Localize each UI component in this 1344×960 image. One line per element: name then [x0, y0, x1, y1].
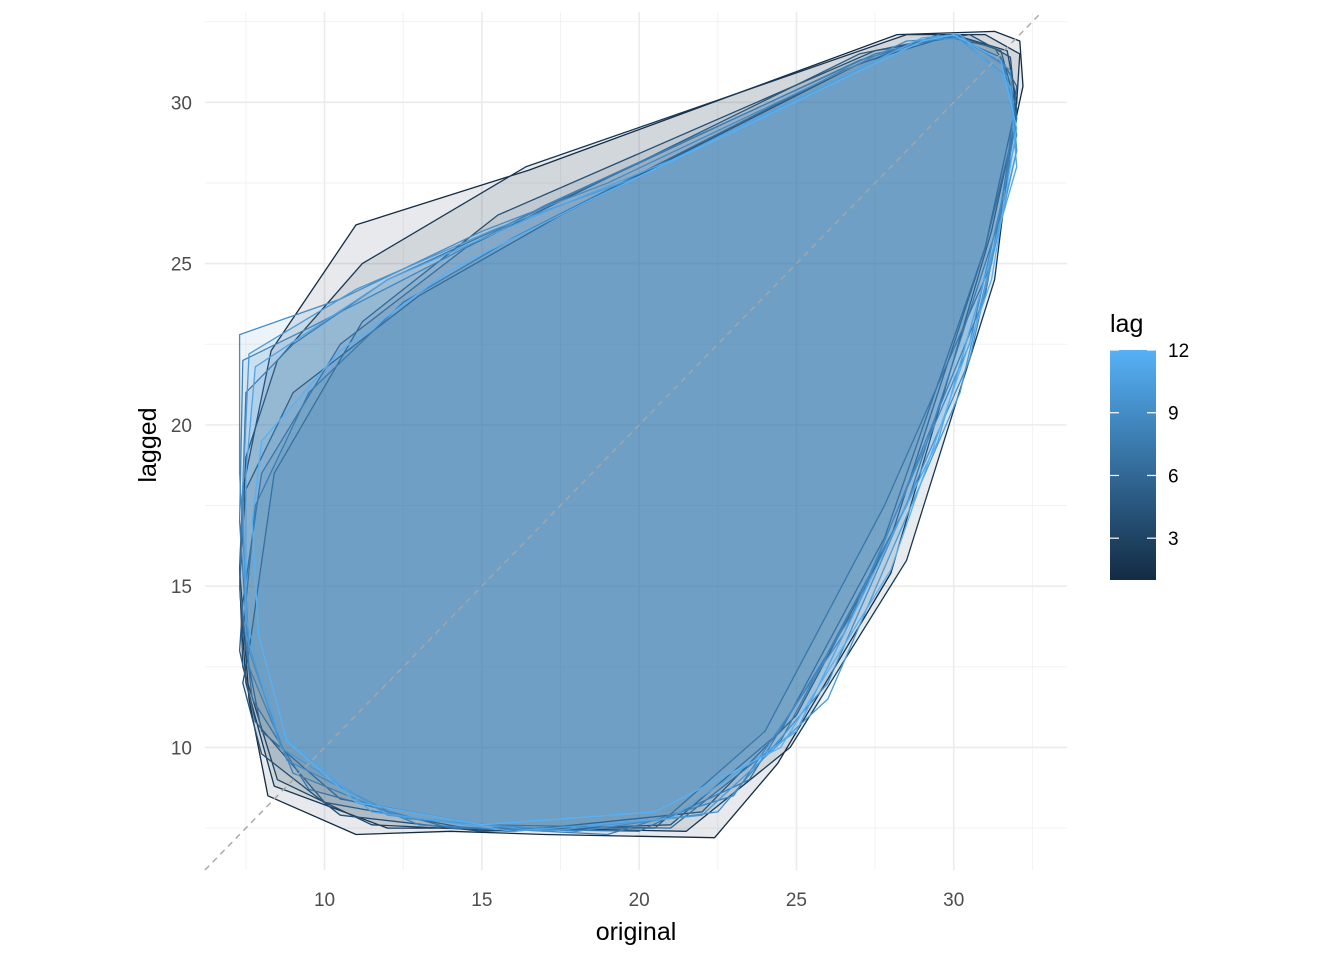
y-tick-labels: 10 15 20 25 30: [171, 93, 192, 759]
lag-polygon-6: [242, 33, 1018, 829]
legend-tick-label: 3: [1168, 529, 1179, 550]
y-tick-label: 30: [171, 93, 192, 114]
x-tick-label: 30: [943, 890, 964, 911]
lag-polygon-2: [238, 33, 1021, 832]
lag-polygon-7: [238, 33, 1018, 832]
legend-colorbar: [1110, 350, 1156, 580]
lag-polygon-3: [238, 33, 1018, 832]
x-tick-label: 25: [786, 890, 807, 911]
identity-reference-line: [204, 11, 1043, 871]
y-tick-label: 20: [171, 416, 192, 437]
legend-tick-label: 6: [1168, 466, 1179, 487]
x-tick-labels: 10 15 20 25 30: [314, 890, 964, 911]
legend: lag 3 6 9 12: [1110, 310, 1189, 580]
y-axis-title: lagged: [134, 407, 162, 482]
y-tick-label: 15: [171, 577, 192, 598]
legend-title: lag: [1110, 310, 1143, 338]
legend-ticks: 3 6 9 12: [1110, 341, 1189, 550]
x-tick-label: 20: [629, 890, 650, 911]
legend-tick-label: 9: [1168, 404, 1179, 425]
legend-tick-label: 12: [1168, 341, 1189, 362]
lag-polygon-12: [251, 33, 1018, 826]
x-tick-label: 10: [314, 890, 335, 911]
y-tick-label: 10: [171, 738, 192, 759]
x-tick-label: 15: [471, 890, 492, 911]
grid-major: [205, 12, 1067, 870]
y-tick-label: 25: [171, 255, 192, 276]
x-axis-title: original: [596, 918, 677, 946]
